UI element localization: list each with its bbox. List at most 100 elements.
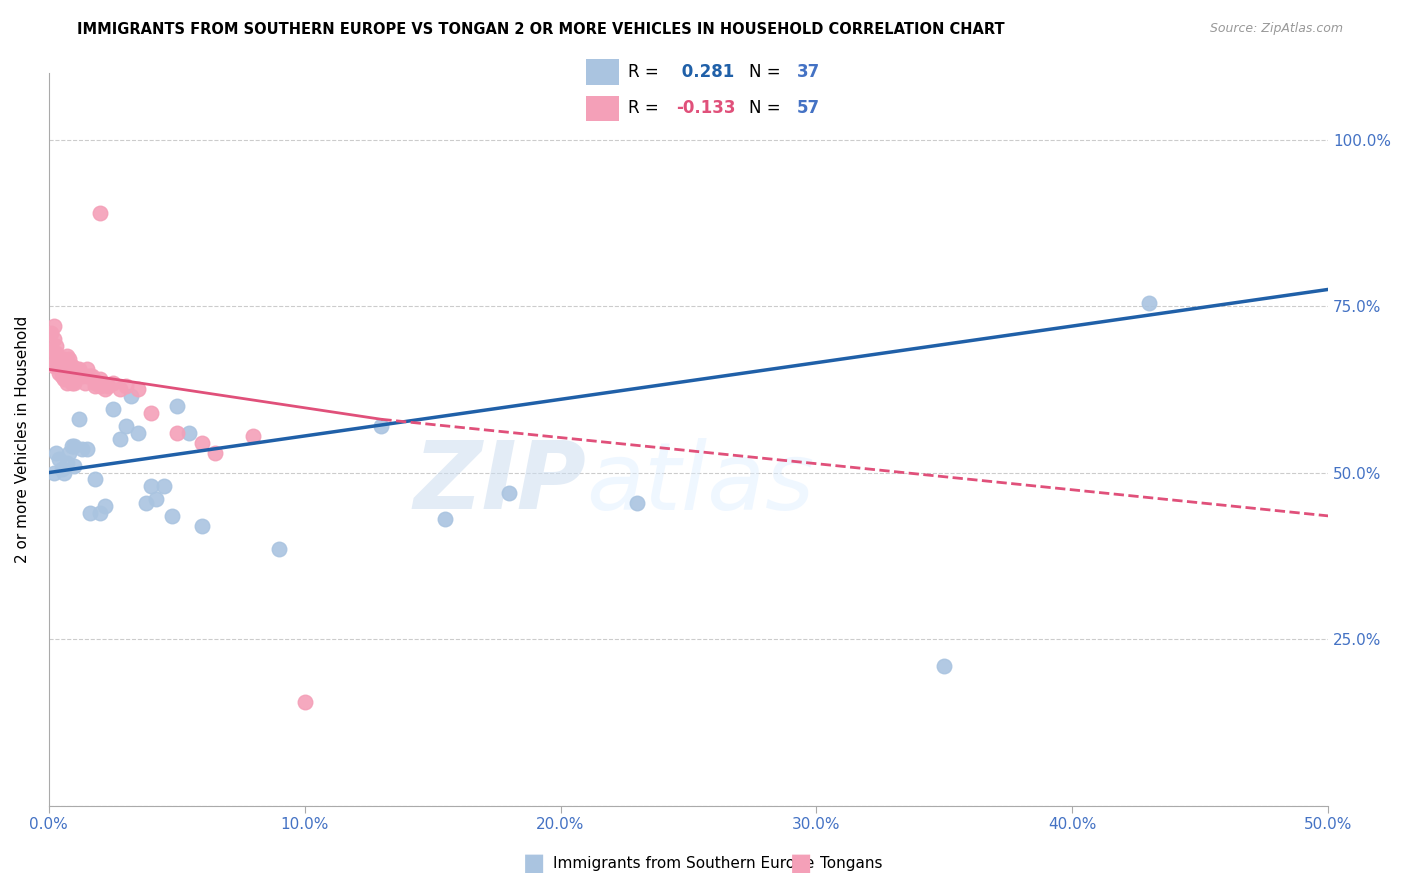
Point bbox=[48, 352, 70, 367]
Point bbox=[97, 379, 120, 393]
Point bbox=[45, 345, 67, 359]
Point bbox=[60, 439, 83, 453]
Point bbox=[73, 376, 96, 390]
Point bbox=[114, 379, 136, 393]
Point bbox=[166, 399, 188, 413]
Point bbox=[45, 356, 67, 370]
Point bbox=[79, 369, 101, 384]
Point bbox=[42, 319, 65, 334]
Text: R =: R = bbox=[628, 99, 664, 117]
Point bbox=[110, 432, 132, 446]
Point bbox=[42, 359, 65, 373]
Point bbox=[76, 369, 98, 384]
Text: R =: R = bbox=[628, 63, 664, 81]
Point bbox=[51, 359, 73, 373]
Point bbox=[55, 362, 77, 376]
Point bbox=[76, 362, 98, 376]
Point bbox=[83, 376, 105, 390]
Point bbox=[191, 435, 214, 450]
Point bbox=[51, 369, 73, 384]
Point bbox=[934, 658, 956, 673]
Point bbox=[83, 472, 105, 486]
Point bbox=[101, 376, 124, 390]
Point bbox=[42, 332, 65, 346]
Point bbox=[370, 419, 392, 434]
Bar bbox=[585, 60, 619, 85]
Point bbox=[94, 499, 117, 513]
Point bbox=[83, 379, 105, 393]
Point bbox=[58, 369, 80, 384]
Point bbox=[63, 369, 86, 384]
Point bbox=[267, 542, 290, 557]
Text: atlas: atlas bbox=[586, 438, 814, 529]
Bar bbox=[585, 95, 619, 120]
Point bbox=[63, 439, 86, 453]
Point bbox=[39, 326, 62, 340]
Text: N =: N = bbox=[749, 63, 786, 81]
Point bbox=[120, 389, 142, 403]
Point bbox=[51, 352, 73, 367]
Point bbox=[127, 382, 149, 396]
Point bbox=[110, 382, 132, 396]
Point bbox=[145, 492, 167, 507]
Point bbox=[160, 508, 183, 523]
Point bbox=[55, 349, 77, 363]
Text: -0.133: -0.133 bbox=[676, 99, 735, 117]
Point bbox=[153, 479, 176, 493]
Point bbox=[101, 402, 124, 417]
Text: ■: ■ bbox=[790, 852, 813, 875]
Point bbox=[53, 466, 76, 480]
Text: Tongans: Tongans bbox=[820, 856, 882, 871]
Text: 57: 57 bbox=[797, 99, 820, 117]
Point bbox=[114, 419, 136, 434]
Point bbox=[191, 519, 214, 533]
Point bbox=[66, 369, 89, 384]
Point bbox=[48, 452, 70, 467]
Point bbox=[39, 345, 62, 359]
Text: ZIP: ZIP bbox=[413, 437, 586, 529]
Point bbox=[55, 456, 77, 470]
Point bbox=[626, 495, 648, 509]
Text: N =: N = bbox=[749, 99, 786, 117]
Point bbox=[53, 372, 76, 386]
Point bbox=[69, 369, 91, 384]
Point bbox=[58, 445, 80, 459]
Text: 0.281: 0.281 bbox=[676, 63, 734, 81]
Point bbox=[89, 506, 111, 520]
Point bbox=[55, 376, 77, 390]
Point bbox=[51, 462, 73, 476]
Point bbox=[135, 495, 157, 509]
Point bbox=[45, 445, 67, 459]
Point bbox=[69, 412, 91, 426]
Point bbox=[82, 369, 104, 384]
Point bbox=[48, 366, 70, 380]
Text: 37: 37 bbox=[797, 63, 820, 81]
Point bbox=[60, 359, 83, 373]
Point bbox=[63, 362, 86, 376]
Text: Source: ZipAtlas.com: Source: ZipAtlas.com bbox=[1209, 22, 1343, 36]
Point bbox=[89, 206, 111, 220]
Point bbox=[242, 429, 264, 443]
Point bbox=[79, 506, 101, 520]
Point bbox=[69, 362, 91, 376]
Point bbox=[42, 466, 65, 480]
Point bbox=[70, 442, 93, 457]
Point bbox=[70, 369, 93, 384]
Point bbox=[139, 406, 162, 420]
Point bbox=[94, 382, 117, 396]
Text: ■: ■ bbox=[523, 852, 546, 875]
Point bbox=[53, 362, 76, 376]
Text: IMMIGRANTS FROM SOUTHERN EUROPE VS TONGAN 2 OR MORE VEHICLES IN HOUSEHOLD CORREL: IMMIGRANTS FROM SOUTHERN EUROPE VS TONGA… bbox=[77, 22, 1005, 37]
Point bbox=[63, 376, 86, 390]
Point bbox=[204, 445, 226, 459]
Y-axis label: 2 or more Vehicles in Household: 2 or more Vehicles in Household bbox=[15, 316, 30, 563]
Point bbox=[53, 352, 76, 367]
Point bbox=[179, 425, 201, 440]
Point bbox=[53, 369, 76, 384]
Point bbox=[63, 458, 86, 473]
Point bbox=[58, 362, 80, 376]
Point bbox=[139, 479, 162, 493]
Point bbox=[48, 359, 70, 373]
Point bbox=[58, 352, 80, 367]
Point bbox=[1137, 295, 1160, 310]
